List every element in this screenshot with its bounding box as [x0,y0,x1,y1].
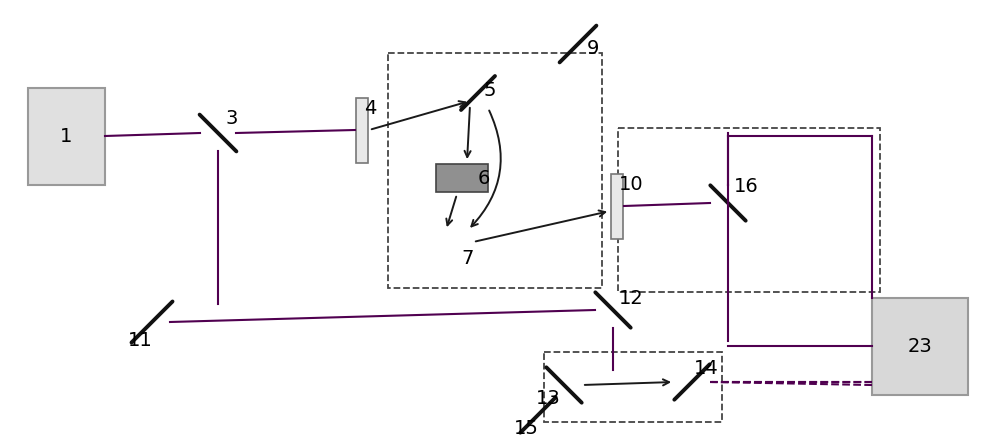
Text: 10: 10 [619,174,643,194]
Bar [611,173,623,239]
Text: 23: 23 [908,337,932,355]
Text: 9: 9 [587,39,599,59]
Text: 5: 5 [484,81,496,101]
Bar [544,352,722,422]
Text: 7: 7 [462,249,474,267]
Bar [436,164,488,192]
Text: 15: 15 [514,419,538,439]
Text: 12: 12 [619,288,643,308]
Text: 13: 13 [536,389,560,409]
Text: 1: 1 [60,127,72,146]
Text: 16: 16 [734,177,758,197]
Text: 6: 6 [478,169,490,187]
Text: 3: 3 [226,110,238,128]
Bar [28,88,105,185]
Bar [388,53,602,288]
Bar [872,298,968,395]
Text: 14: 14 [694,358,718,378]
Bar [356,97,368,163]
Bar [618,128,880,292]
Text: 4: 4 [364,98,376,118]
Text: 11: 11 [128,330,152,350]
